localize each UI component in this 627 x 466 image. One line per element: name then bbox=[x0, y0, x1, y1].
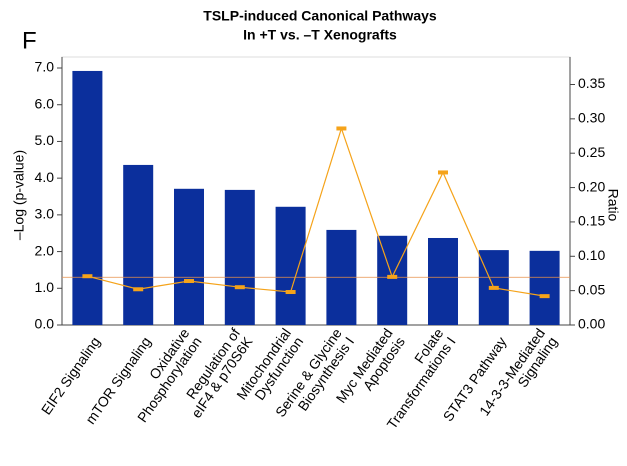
y-tick-label: 1.0 bbox=[35, 279, 55, 295]
y2-axis-title: Ratio bbox=[605, 189, 621, 222]
panel-label: F bbox=[22, 27, 37, 54]
ratio-marker bbox=[82, 274, 93, 279]
y2-tick-label: 0.25 bbox=[578, 144, 605, 160]
ratio-marker bbox=[387, 274, 398, 279]
y-tick-label: 2.0 bbox=[35, 242, 55, 258]
y-tick-label: 0.0 bbox=[35, 316, 55, 332]
bar bbox=[72, 70, 103, 325]
chart-title: TSLP-induced Canonical Pathways bbox=[203, 8, 437, 24]
x-tick-label: 14-3-3-MediatedSignaling bbox=[476, 325, 560, 427]
ratio-line bbox=[87, 126, 545, 297]
y2-tick-label: 0.35 bbox=[578, 75, 605, 91]
bar bbox=[377, 235, 408, 325]
y-tick-label: 7.0 bbox=[35, 59, 55, 75]
y-tick-label: 4.0 bbox=[35, 169, 55, 185]
bar bbox=[275, 206, 306, 325]
chart-subtitle: In +T vs. –T Xenografts bbox=[243, 27, 397, 43]
bar bbox=[174, 188, 204, 325]
ratio-marker bbox=[539, 294, 550, 299]
y2-tick-label: 0.10 bbox=[578, 247, 605, 263]
y2-tick-label: 0.15 bbox=[578, 213, 605, 229]
bar bbox=[224, 189, 255, 325]
ratio-marker bbox=[184, 279, 194, 284]
y2-tick-label: 0.30 bbox=[578, 110, 605, 126]
ratio-marker bbox=[285, 290, 296, 295]
y-tick-label: 3.0 bbox=[35, 206, 55, 222]
ratio-marker bbox=[336, 126, 347, 131]
bar bbox=[529, 250, 560, 325]
y-tick-label: 6.0 bbox=[35, 95, 55, 111]
y2-tick-label: 0.20 bbox=[578, 178, 605, 194]
y2-tick-label: 0.00 bbox=[578, 316, 605, 332]
bar bbox=[123, 164, 154, 325]
y2-tick-label: 0.05 bbox=[578, 281, 605, 297]
ratio-marker bbox=[488, 285, 499, 290]
ratio-marker bbox=[133, 287, 144, 292]
ratio-marker bbox=[234, 285, 245, 290]
ratio-marker bbox=[438, 170, 448, 175]
bar bbox=[428, 237, 458, 325]
y-axis-title: –Log (p-value) bbox=[11, 150, 27, 240]
y-tick-label: 5.0 bbox=[35, 132, 55, 148]
